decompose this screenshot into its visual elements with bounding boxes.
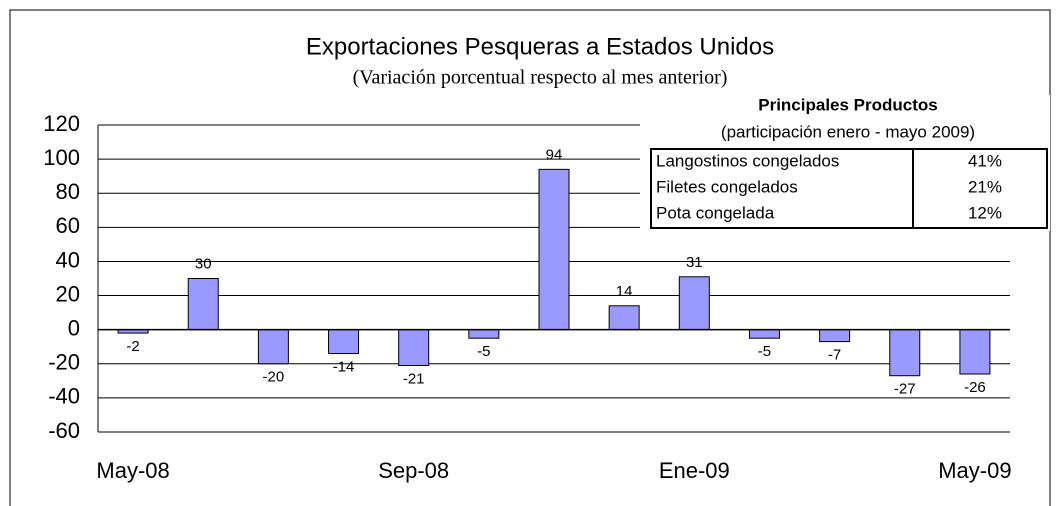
bar	[959, 329, 991, 375]
data-label: 31	[686, 254, 703, 271]
y-tick-label: 120	[43, 111, 80, 136]
bar	[889, 329, 921, 377]
bar	[748, 329, 780, 339]
inset-row-value: 12%	[968, 203, 1002, 222]
bar	[678, 276, 710, 331]
x-tick-label: Sep-08	[378, 458, 449, 483]
chart-frame	[9, 9, 1051, 506]
y-tick-label: 20	[56, 281, 80, 306]
data-label: -27	[894, 381, 916, 398]
bar	[538, 168, 570, 331]
x-tick-label: May-08	[96, 458, 169, 483]
inset-row-value: 21%	[968, 177, 1002, 196]
chart-title: Exportaciones Pesqueras a Estados Unidos	[306, 33, 774, 60]
data-label: -2	[126, 338, 139, 355]
data-label: 30	[195, 255, 212, 272]
inset-row-value: 41%	[968, 151, 1002, 170]
data-label: -26	[964, 379, 986, 396]
inset-table: Principales Productos (participación ene…	[640, 95, 1050, 231]
bar	[257, 329, 289, 365]
inset-title: Principales Productos	[758, 95, 938, 114]
data-label: 14	[616, 283, 633, 300]
chart-subtitle: (Variación porcentual respecto al mes an…	[353, 67, 728, 89]
y-tick-label: 100	[43, 145, 80, 170]
data-label: -14	[333, 359, 355, 376]
y-tick-label: 0	[68, 315, 80, 340]
data-label: 94	[546, 146, 563, 163]
data-label: -5	[477, 343, 490, 360]
y-tick-label: -40	[48, 384, 80, 409]
x-tick-label: Ene-09	[659, 458, 730, 483]
inset-background	[640, 95, 1050, 231]
y-tick-label: 80	[56, 179, 80, 204]
y-tick-label: -20	[48, 350, 80, 375]
y-tick-label: -60	[48, 418, 80, 443]
bar	[819, 329, 851, 343]
bar	[398, 329, 430, 366]
y-tick-label: 60	[56, 213, 80, 238]
y-tick-label: 40	[56, 247, 80, 272]
inset-row-label: Pota congelada	[656, 203, 775, 222]
data-label: -21	[403, 370, 425, 387]
x-tick-label: May-09	[938, 458, 1011, 483]
bar	[328, 329, 360, 355]
data-label: -7	[828, 347, 841, 364]
data-label: -20	[263, 369, 285, 386]
plot-area: -60 -40 -20 0 20 40 60 80 100 120 May-08 -2 30 -20 -14…	[43, 111, 1011, 483]
data-label: -5	[758, 343, 771, 360]
inset-row-label: Langostinos congelados	[656, 151, 839, 170]
bar	[187, 278, 219, 331]
bar	[608, 305, 640, 331]
bar	[468, 329, 500, 339]
inset-border	[650, 148, 1048, 229]
inset-subtitle: (participación enero - mayo 2009)	[721, 122, 975, 141]
inset-row-label: Filetes congelados	[656, 177, 798, 196]
